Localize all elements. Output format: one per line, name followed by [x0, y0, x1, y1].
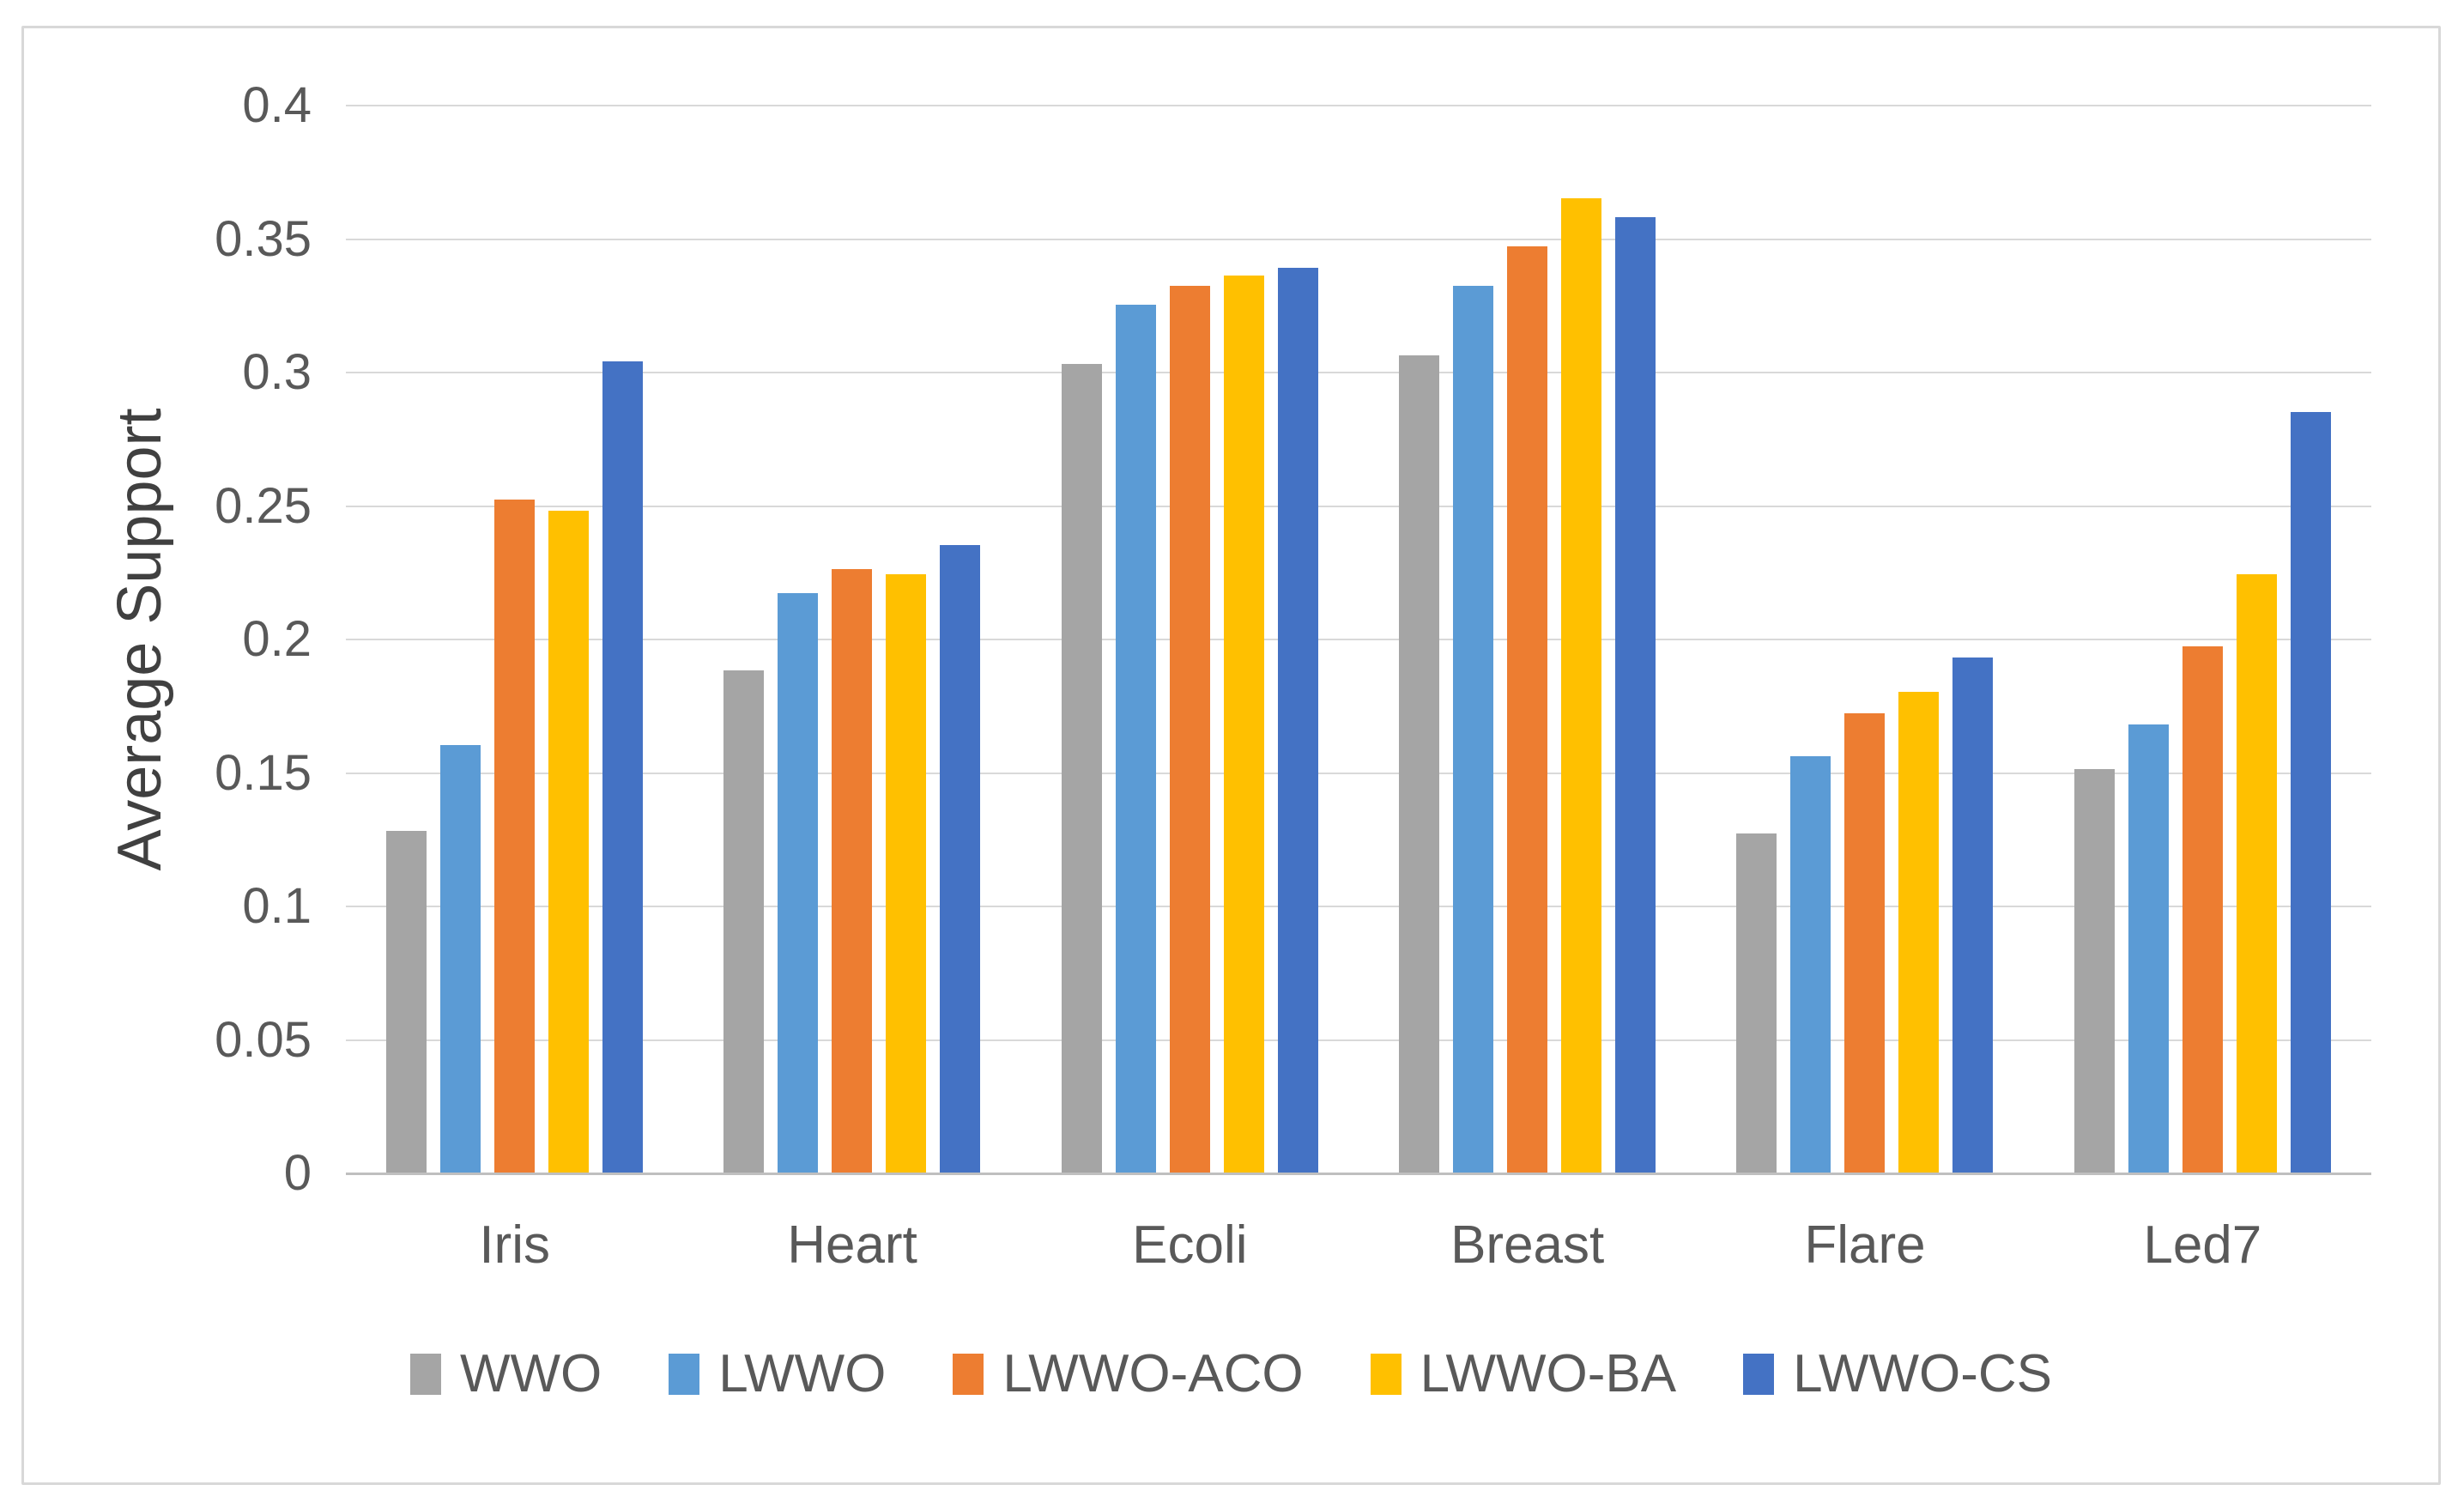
y-axis-tick-labels: 0 0.05 0.1 0.15 0.2 0.25 0.3 0.35 0.4	[24, 28, 2438, 1482]
bar-group-led7	[2034, 105, 2371, 1173]
y-tick-label: 0.05	[215, 1011, 312, 1068]
legend-label-LWWO-BA: LWWO-BA	[1420, 1344, 1677, 1403]
gridline	[346, 639, 2371, 640]
bar-group-flare	[1696, 105, 2033, 1173]
bar-WWO-Breast	[1399, 355, 1440, 1173]
y-tick-label: 0.15	[215, 744, 312, 801]
bar-group-iris	[346, 105, 683, 1173]
legend-swatch-LWWO-ACO	[953, 1353, 984, 1395]
x-axis-label-ecoli: Ecoli	[1132, 1215, 1248, 1275]
bar-LWWO-CS-Led7	[2290, 411, 2331, 1173]
legend-swatch-LWWO-CS	[1743, 1353, 1775, 1395]
gridline	[346, 1039, 2371, 1041]
bar-LWWO-ACO-Breast	[1507, 245, 1548, 1173]
legend-swatch-LWWO	[669, 1353, 700, 1395]
legend-label-LWWO-ACO: LWWO-ACO	[1002, 1344, 1304, 1403]
bar-WWO-Iris	[386, 830, 427, 1173]
y-tick-label: 0.1	[242, 878, 312, 934]
gridline	[346, 105, 2371, 107]
gridline	[346, 505, 2371, 507]
bar-LWWO-Iris	[440, 745, 481, 1173]
bar-LWWO-Led7	[2128, 724, 2169, 1173]
x-axis-label-iris: Iris	[479, 1215, 550, 1275]
plot-area	[346, 105, 2371, 1175]
bar-WWO-Ecoli	[1061, 363, 1102, 1173]
x-axis-label-led7: Led7	[2143, 1215, 2262, 1275]
gridline	[346, 906, 2371, 907]
gridline	[346, 772, 2371, 774]
bar-LWWO-CS-Heart	[940, 545, 981, 1173]
gridline	[346, 238, 2371, 240]
bar-WWO-Heart	[723, 670, 765, 1173]
bar-LWWO-BA-Flare	[1898, 692, 1940, 1173]
y-tick-label: 0	[283, 1145, 312, 1201]
chart-frame: Average Support 0 0.05 0.1 0.15 0.2 0.25 0.3 0.…	[21, 26, 2441, 1485]
legend-item-LWWO-ACO: LWWO-ACO	[953, 1343, 1304, 1404]
legend-label-LWWO: LWWO	[718, 1344, 887, 1403]
bar-LWWO-Flare	[1790, 755, 1831, 1173]
legend-label-LWWO-CS: LWWO-CS	[1793, 1344, 2052, 1403]
legend: WWO LWWO LWWO-ACO LWWO-BA LWWO-CS	[24, 1343, 2438, 1404]
x-axis-label-flare: Flare	[1804, 1215, 1926, 1275]
y-tick-label: 0.2	[242, 611, 312, 667]
bar-LWWO-CS-Flare	[1952, 657, 1994, 1173]
bar-group-ecoli	[1021, 105, 1359, 1173]
bar-WWO-Led7	[2074, 769, 2115, 1173]
legend-label-WWO: WWO	[460, 1344, 602, 1403]
bar-LWWO-CS-Ecoli	[1277, 267, 1318, 1173]
x-axis-line	[346, 1173, 2371, 1175]
bar-LWWO-CS-Iris	[602, 361, 644, 1173]
legend-item-LWWO-BA: LWWO-BA	[1370, 1343, 1677, 1404]
bar-group-breast	[1359, 105, 1696, 1173]
bar-LWWO-Ecoli	[1115, 305, 1156, 1173]
legend-item-WWO: WWO	[410, 1343, 602, 1404]
legend-item-LWWO: LWWO	[669, 1343, 886, 1404]
legend-swatch-LWWO-BA	[1370, 1353, 1402, 1395]
y-tick-label: 0.3	[242, 344, 312, 400]
bar-LWWO-BA-Iris	[548, 510, 590, 1173]
bar-LWWO-BA-Led7	[2236, 574, 2277, 1173]
bar-LWWO-BA-Heart	[886, 574, 927, 1173]
bar-LWWO-ACO-Flare	[1844, 713, 1886, 1173]
bar-LWWO-Breast	[1453, 286, 1494, 1173]
y-tick-label: 0.35	[215, 210, 312, 267]
legend-item-LWWO-CS: LWWO-CS	[1743, 1343, 2052, 1404]
y-tick-label: 0.25	[215, 477, 312, 534]
bar-WWO-Flare	[1736, 833, 1777, 1173]
gridline	[346, 372, 2371, 373]
legend-swatch-WWO	[410, 1353, 441, 1395]
bar-LWWO-ACO-Led7	[2182, 646, 2223, 1173]
bar-LWWO-ACO-Ecoli	[1169, 286, 1210, 1173]
bar-LWWO-CS-Breast	[1615, 216, 1656, 1173]
bar-LWWO-Heart	[778, 593, 819, 1173]
x-axis-label-breast: Breast	[1450, 1215, 1605, 1275]
bar-LWWO-BA-Breast	[1561, 197, 1602, 1173]
bar-LWWO-ACO-Heart	[832, 569, 873, 1173]
bar-LWWO-ACO-Iris	[494, 500, 536, 1173]
bar-LWWO-BA-Ecoli	[1223, 276, 1264, 1173]
bar-group-heart	[683, 105, 1020, 1173]
x-axis-label-heart: Heart	[787, 1215, 917, 1275]
y-tick-label: 0.4	[242, 77, 312, 133]
x-axis-category-labels: Iris Heart Ecoli Breast Flare Led7	[24, 28, 2438, 1482]
